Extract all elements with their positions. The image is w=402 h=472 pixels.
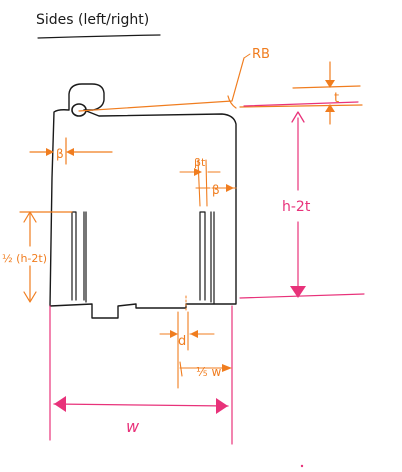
tab-d-arrow-in [170,330,178,338]
width-label: w [126,417,140,436]
tab-d-label: d [178,334,186,349]
width-arrow-right [216,398,228,414]
height-arrow-bottom [290,286,306,298]
width-arrow-left [54,396,66,412]
corner-radius-annotation: RB [78,47,270,112]
beta-left-arrow-out [66,148,74,156]
stray-mark [300,464,304,468]
corner-radius-label: RB [252,47,270,62]
slot-width-label: βt [194,156,206,169]
thickness-arrow-down [325,80,335,88]
right-slot [199,211,215,305]
beta-left-label: β [56,147,64,161]
height-label: h-2t [282,199,311,215]
side-panel-outline [49,83,237,319]
beta-left-annotation: β [29,137,113,165]
beta-right-label: β [212,183,220,197]
tab-d-annotation: d [159,295,215,389]
tab-fraction-arrow [222,364,232,372]
tab-fraction-annotation: ⅕ w [179,361,232,379]
beta-right-arrow [226,184,234,192]
title-underline [37,34,161,39]
slot-height-annotation: ½ (h-2t) [2,211,73,303]
height-dimension: h-2t [239,101,365,299]
tab-fraction-label: ⅕ w [196,365,221,379]
title: Sides (left/right) [36,12,149,28]
beta-left-arrow-in [46,148,54,156]
thickness-arrow-up [325,104,335,112]
thickness-top-annotation: t [239,61,363,125]
width-dimension: w [53,396,229,436]
slot-height-label: ½ (h-2t) [2,252,47,265]
left-slot [71,211,87,303]
tab-d-arrow-out [190,330,198,338]
width-extension-lines [49,305,233,445]
slot-width-annotation: βt β [179,156,237,207]
thickness-top-label: t [334,91,339,106]
